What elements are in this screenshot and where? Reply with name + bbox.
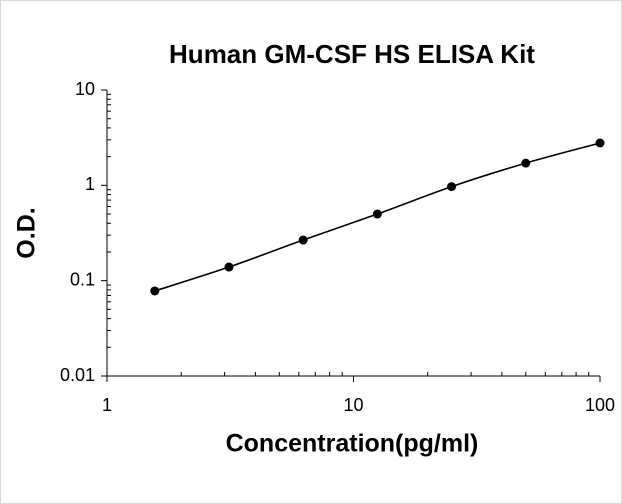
x-tick-label: 100 (585, 395, 615, 415)
y-tick-label: 1 (85, 174, 95, 194)
y-tick-label: 0.1 (70, 269, 95, 289)
y-tick-label: 10 (75, 79, 95, 99)
data-point (447, 182, 457, 192)
x-axis-label: Concentration(pg/ml) (226, 430, 479, 458)
data-point (595, 138, 605, 148)
data-point (224, 262, 234, 272)
x-tick-label: 1 (102, 395, 112, 415)
x-tick-label: 10 (343, 395, 363, 415)
chart-title: Human GM-CSF HS ELISA Kit (169, 39, 535, 69)
data-point (521, 158, 531, 168)
y-axis-label: O.D. (13, 207, 41, 258)
data-point (372, 209, 382, 219)
data-point (298, 235, 308, 245)
y-tick-label: 0.01 (60, 365, 95, 385)
data-point (150, 286, 160, 296)
